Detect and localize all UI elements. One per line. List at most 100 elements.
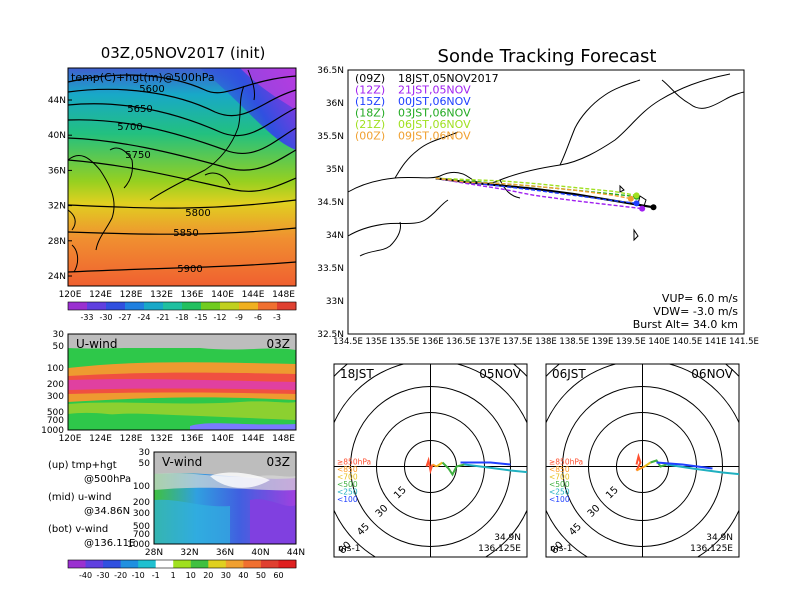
lat-tick-label: 32N [180, 548, 198, 558]
lon-tick-label: 140E [211, 290, 234, 300]
lat-tick-label: 44N [287, 548, 305, 558]
legend-tag: (00Z) [355, 130, 385, 143]
lat-tick-label: 36.5N [317, 66, 344, 76]
track-lines [435, 177, 657, 212]
colorbar-swatch [120, 560, 139, 568]
svg-text:(up) tmp+hgt: (up) tmp+hgt [48, 460, 117, 471]
lat-tick-label: 34N [326, 231, 344, 241]
contour-label: 5750 [125, 150, 150, 161]
lat-tick-label: 40N [48, 131, 66, 141]
level-label: <700 [549, 473, 570, 482]
colorbar-swatch [225, 560, 244, 568]
landing-point [633, 200, 640, 207]
track-line-2 [435, 177, 643, 210]
lat-tick-label: 36N [48, 166, 66, 176]
wind-trace [643, 461, 652, 468]
lat-tick-label: 32N [48, 202, 66, 212]
landing-point [633, 192, 640, 199]
colorbar-swatch [155, 560, 174, 568]
pressure-tick-label: 500 [133, 522, 150, 532]
level-label: <100 [549, 495, 570, 504]
track-lon-axis: 134.5E 135E 135.5E 136E 136.5E 137E 137.5E 138E… [333, 337, 759, 347]
lon-tick-label: 148E [272, 290, 295, 300]
uwind-crosssection [67, 333, 297, 431]
lon-tick-label: 137E [479, 337, 501, 347]
pressure-tick-label: 300 [133, 509, 150, 519]
vwind-title: V-wind [162, 455, 202, 469]
svg-text:@136.11E: @136.11E [84, 538, 135, 549]
lon-tick-label: 139E [592, 337, 614, 347]
track-params: VUP= 6.0 m/s VDW= -3.0 m/s Burst Alt= 34… [633, 292, 739, 331]
station-lon: 136.125E [478, 544, 521, 554]
colorbar-label: -30 [97, 571, 110, 580]
lat-tick-label: 24N [48, 272, 66, 282]
level-label: ≥850hPa [337, 458, 371, 467]
unit-label: ms-1 [550, 544, 572, 554]
lat-tick-label: 34.5N [317, 198, 344, 208]
lon-tick-label: 138.5E [559, 337, 589, 347]
svg-text:VUP= 6.0 m/s: VUP= 6.0 m/s [662, 292, 738, 305]
landing-point [627, 195, 634, 202]
left-map-subtitle: temp(C)+hgt(m)@500hPa [71, 71, 215, 84]
polar-time: 18JST [340, 367, 374, 381]
colorbar-swatch [182, 302, 202, 310]
landing-point [639, 205, 646, 212]
pressure-tick-label: 700 [47, 416, 64, 426]
wind-trace [656, 461, 713, 470]
svg-text:@34.86N: @34.86N [84, 506, 130, 517]
temperature-map [67, 67, 297, 287]
colorbar-swatch [173, 560, 192, 568]
legend-entry: 03JST,06NOV [398, 107, 471, 120]
pressure-tick-label: 500 [47, 408, 64, 418]
colorbar-swatch [163, 302, 183, 310]
level-label: <500 [337, 480, 358, 489]
lon-tick-label: 124E [89, 434, 112, 444]
contour-labels: 5600 5650 5700 5750 5800 5850 5900 [117, 84, 210, 275]
colorbar-label: 30 [221, 571, 231, 580]
colorbar-label: -9 [235, 313, 243, 322]
lat-tick-label: 28N [48, 237, 66, 247]
lon-tick-label: 137.5E [503, 337, 533, 347]
lon-tick-label: 136E [181, 434, 204, 444]
lon-tick-label: 135.5E [390, 337, 420, 347]
uwind-lon-axis: 120E 124E 128E 132E 136E 140E 144E 148E [59, 434, 296, 444]
lon-tick-label: 136E [422, 337, 444, 347]
pressure-tick-label: 50 [139, 459, 151, 469]
lon-tick-label: 134.5E [333, 337, 363, 347]
colorbar-label: 10 [186, 571, 196, 580]
legend-entry: 18JST,05NOV2017 [398, 72, 499, 85]
wind-trace [425, 456, 434, 475]
colorbar-label: -12 [213, 313, 226, 322]
level-label: ≥850hPa [549, 458, 583, 467]
colorbar-label: -10 [132, 571, 145, 580]
svg-text:@500hPa: @500hPa [84, 474, 131, 485]
colorbar-swatch [239, 302, 259, 310]
station-lat: 34.9N [494, 533, 521, 543]
track-legend: (09Z) 18JST,05NOV2017 (12Z) 21JST,05NOV (15Z… [355, 72, 499, 143]
lon-tick-label: 135E [365, 337, 387, 347]
pressure-tick-label: 100 [133, 482, 150, 492]
colorbar-label: -3 [273, 313, 281, 322]
lat-tick-label: 40N [251, 548, 269, 558]
contour-label: 5800 [185, 208, 210, 219]
colorbar-swatch [243, 560, 262, 568]
pressure-tick-label: 200 [133, 498, 150, 508]
colorbar-label: -30 [99, 313, 112, 322]
wind-trace [666, 463, 739, 476]
lon-tick-label: 138E [535, 337, 557, 347]
level-label: <850 [549, 465, 570, 474]
colorbar-swatch [106, 302, 126, 310]
pressure-tick-label: 200 [47, 380, 64, 390]
vwind-lat-axis: 28N 32N 36N 40N 44N [145, 548, 305, 558]
lon-tick-label: 140.5E [673, 337, 703, 347]
lat-tick-label: 35.5N [317, 132, 344, 142]
legend-tag: (21Z) [355, 118, 385, 131]
colorbar-swatch [190, 560, 209, 568]
legend-entry: 06JST,06NOV [398, 118, 471, 131]
wind-trace [460, 461, 511, 466]
colorbar-label: -15 [194, 313, 207, 322]
wind-trace [464, 463, 527, 474]
colorbar-label: 50 [256, 571, 266, 580]
